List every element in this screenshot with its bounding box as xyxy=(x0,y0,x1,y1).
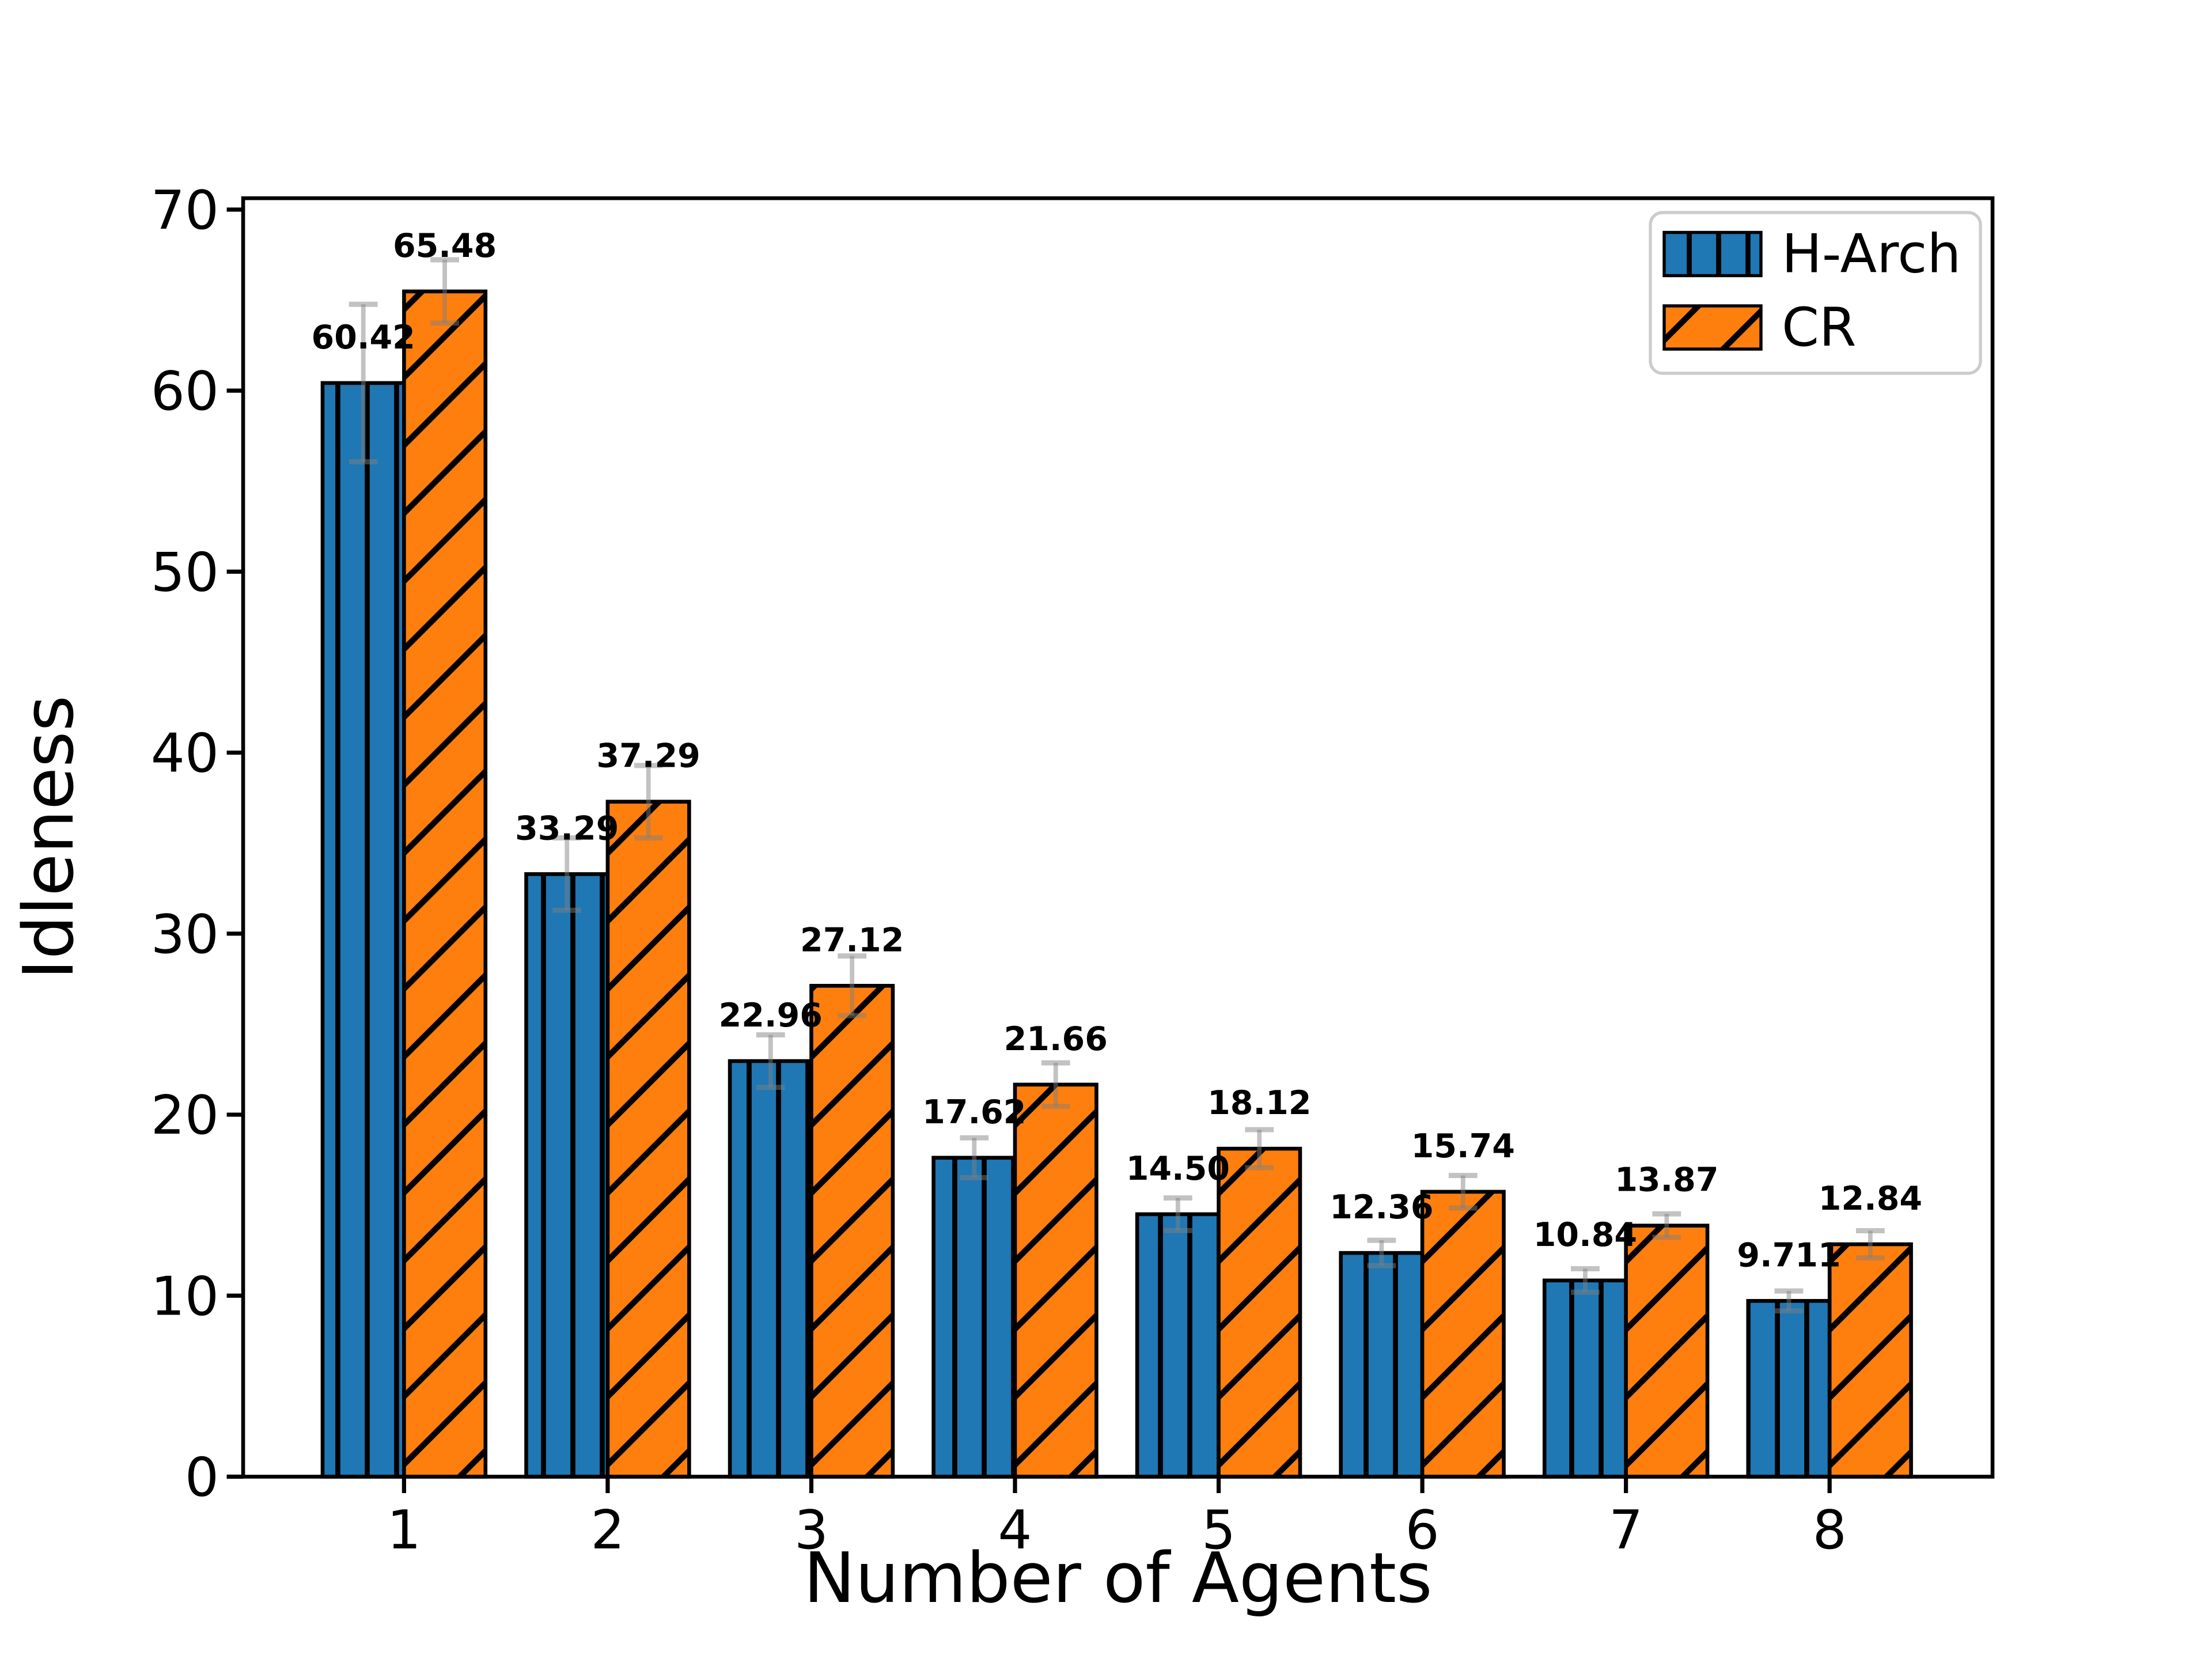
value-label-h-arch-4: 17.62 xyxy=(922,1093,1026,1131)
value-label-cr-2: 37.29 xyxy=(596,737,700,775)
bar-cr-3 xyxy=(809,984,895,1479)
bar-cr-8 xyxy=(1827,1242,1913,1479)
axes-frame xyxy=(241,196,1995,1479)
bar-cr-2 xyxy=(605,800,691,1479)
value-label-h-arch-5: 14.50 xyxy=(1126,1150,1230,1188)
bar-h-arch-5 xyxy=(1135,1212,1221,1479)
bar-cr-4 xyxy=(1013,1082,1099,1479)
bars-layer xyxy=(320,289,1913,1479)
value-label-h-arch-1: 60.42 xyxy=(312,319,415,357)
value-label-h-arch-3: 22.96 xyxy=(719,997,823,1035)
bar-h-arch-3 xyxy=(728,1059,813,1479)
bar-cr-6 xyxy=(1420,1190,1506,1479)
value-label-h-arch-8: 9.711 xyxy=(1737,1236,1840,1274)
x-tick-label: 8 xyxy=(1813,1499,1847,1561)
bar-h-arch-7 xyxy=(1542,1278,1628,1479)
value-label-cr-4: 21.66 xyxy=(1004,1020,1108,1058)
value-labels-layer: 60.42 65.48 33.29 37.29 22.96 27.12 17.62 21.66… xyxy=(312,227,1922,1274)
legend-label-h-arch: H-Arch xyxy=(1782,223,1961,285)
bar-h-arch-2 xyxy=(524,872,610,1479)
ticks-layer: 0 10 20 30 40 50 60 70 1 2 3 4 5 6 7 8 xyxy=(151,179,1847,1561)
bar-h-arch-1 xyxy=(320,381,406,1479)
axes-frame-layer xyxy=(241,196,1995,1479)
value-label-cr-1: 65.48 xyxy=(393,227,497,265)
x-tick-label: 1 xyxy=(387,1499,421,1561)
x-axis-label: Number of Agents xyxy=(804,1539,1433,1619)
y-tick-label: 40 xyxy=(151,722,219,785)
legend-label-cr: CR xyxy=(1782,296,1857,358)
y-tick-label: 60 xyxy=(151,360,219,422)
value-label-h-arch-6: 12.36 xyxy=(1330,1188,1433,1226)
x-tick-label: 2 xyxy=(590,1499,624,1561)
y-tick-label: 20 xyxy=(151,1084,219,1146)
y-tick-label: 0 xyxy=(185,1446,219,1509)
y-tick-label: 30 xyxy=(151,903,219,965)
y-tick-label: 50 xyxy=(151,541,219,603)
x-tick-label: 7 xyxy=(1609,1499,1643,1561)
error-bars-layer xyxy=(349,257,1885,1314)
value-label-cr-7: 13.87 xyxy=(1615,1161,1718,1199)
x-tick-label: 4 xyxy=(998,1499,1032,1561)
bar-cr-5 xyxy=(1217,1146,1302,1479)
value-label-cr-8: 12.84 xyxy=(1819,1180,1922,1218)
y-tick-label: 70 xyxy=(151,179,219,241)
legend: H-Arch CR xyxy=(1649,211,1982,375)
bar-cr-1 xyxy=(402,289,488,1479)
y-tick-label: 10 xyxy=(151,1265,219,1327)
value-label-cr-6: 15.74 xyxy=(1411,1127,1515,1165)
x-tick-label: 6 xyxy=(1406,1499,1440,1561)
bar-h-arch-4 xyxy=(931,1156,1017,1479)
y-axis-label: Idleness xyxy=(9,695,89,980)
legend-swatch-h-arch xyxy=(1662,230,1763,278)
bar-h-arch-6 xyxy=(1339,1251,1425,1479)
value-label-h-arch-2: 33.29 xyxy=(515,809,619,847)
bar-cr-7 xyxy=(1624,1224,1710,1479)
x-tick-label: 5 xyxy=(1202,1499,1236,1561)
value-label-h-arch-7: 10.84 xyxy=(1533,1216,1637,1254)
legend-swatch-cr xyxy=(1662,304,1763,351)
value-label-cr-5: 18.12 xyxy=(1207,1084,1311,1122)
value-label-cr-3: 27.12 xyxy=(800,921,904,959)
bar-h-arch-8 xyxy=(1746,1299,1832,1479)
x-tick-label: 3 xyxy=(794,1499,828,1561)
